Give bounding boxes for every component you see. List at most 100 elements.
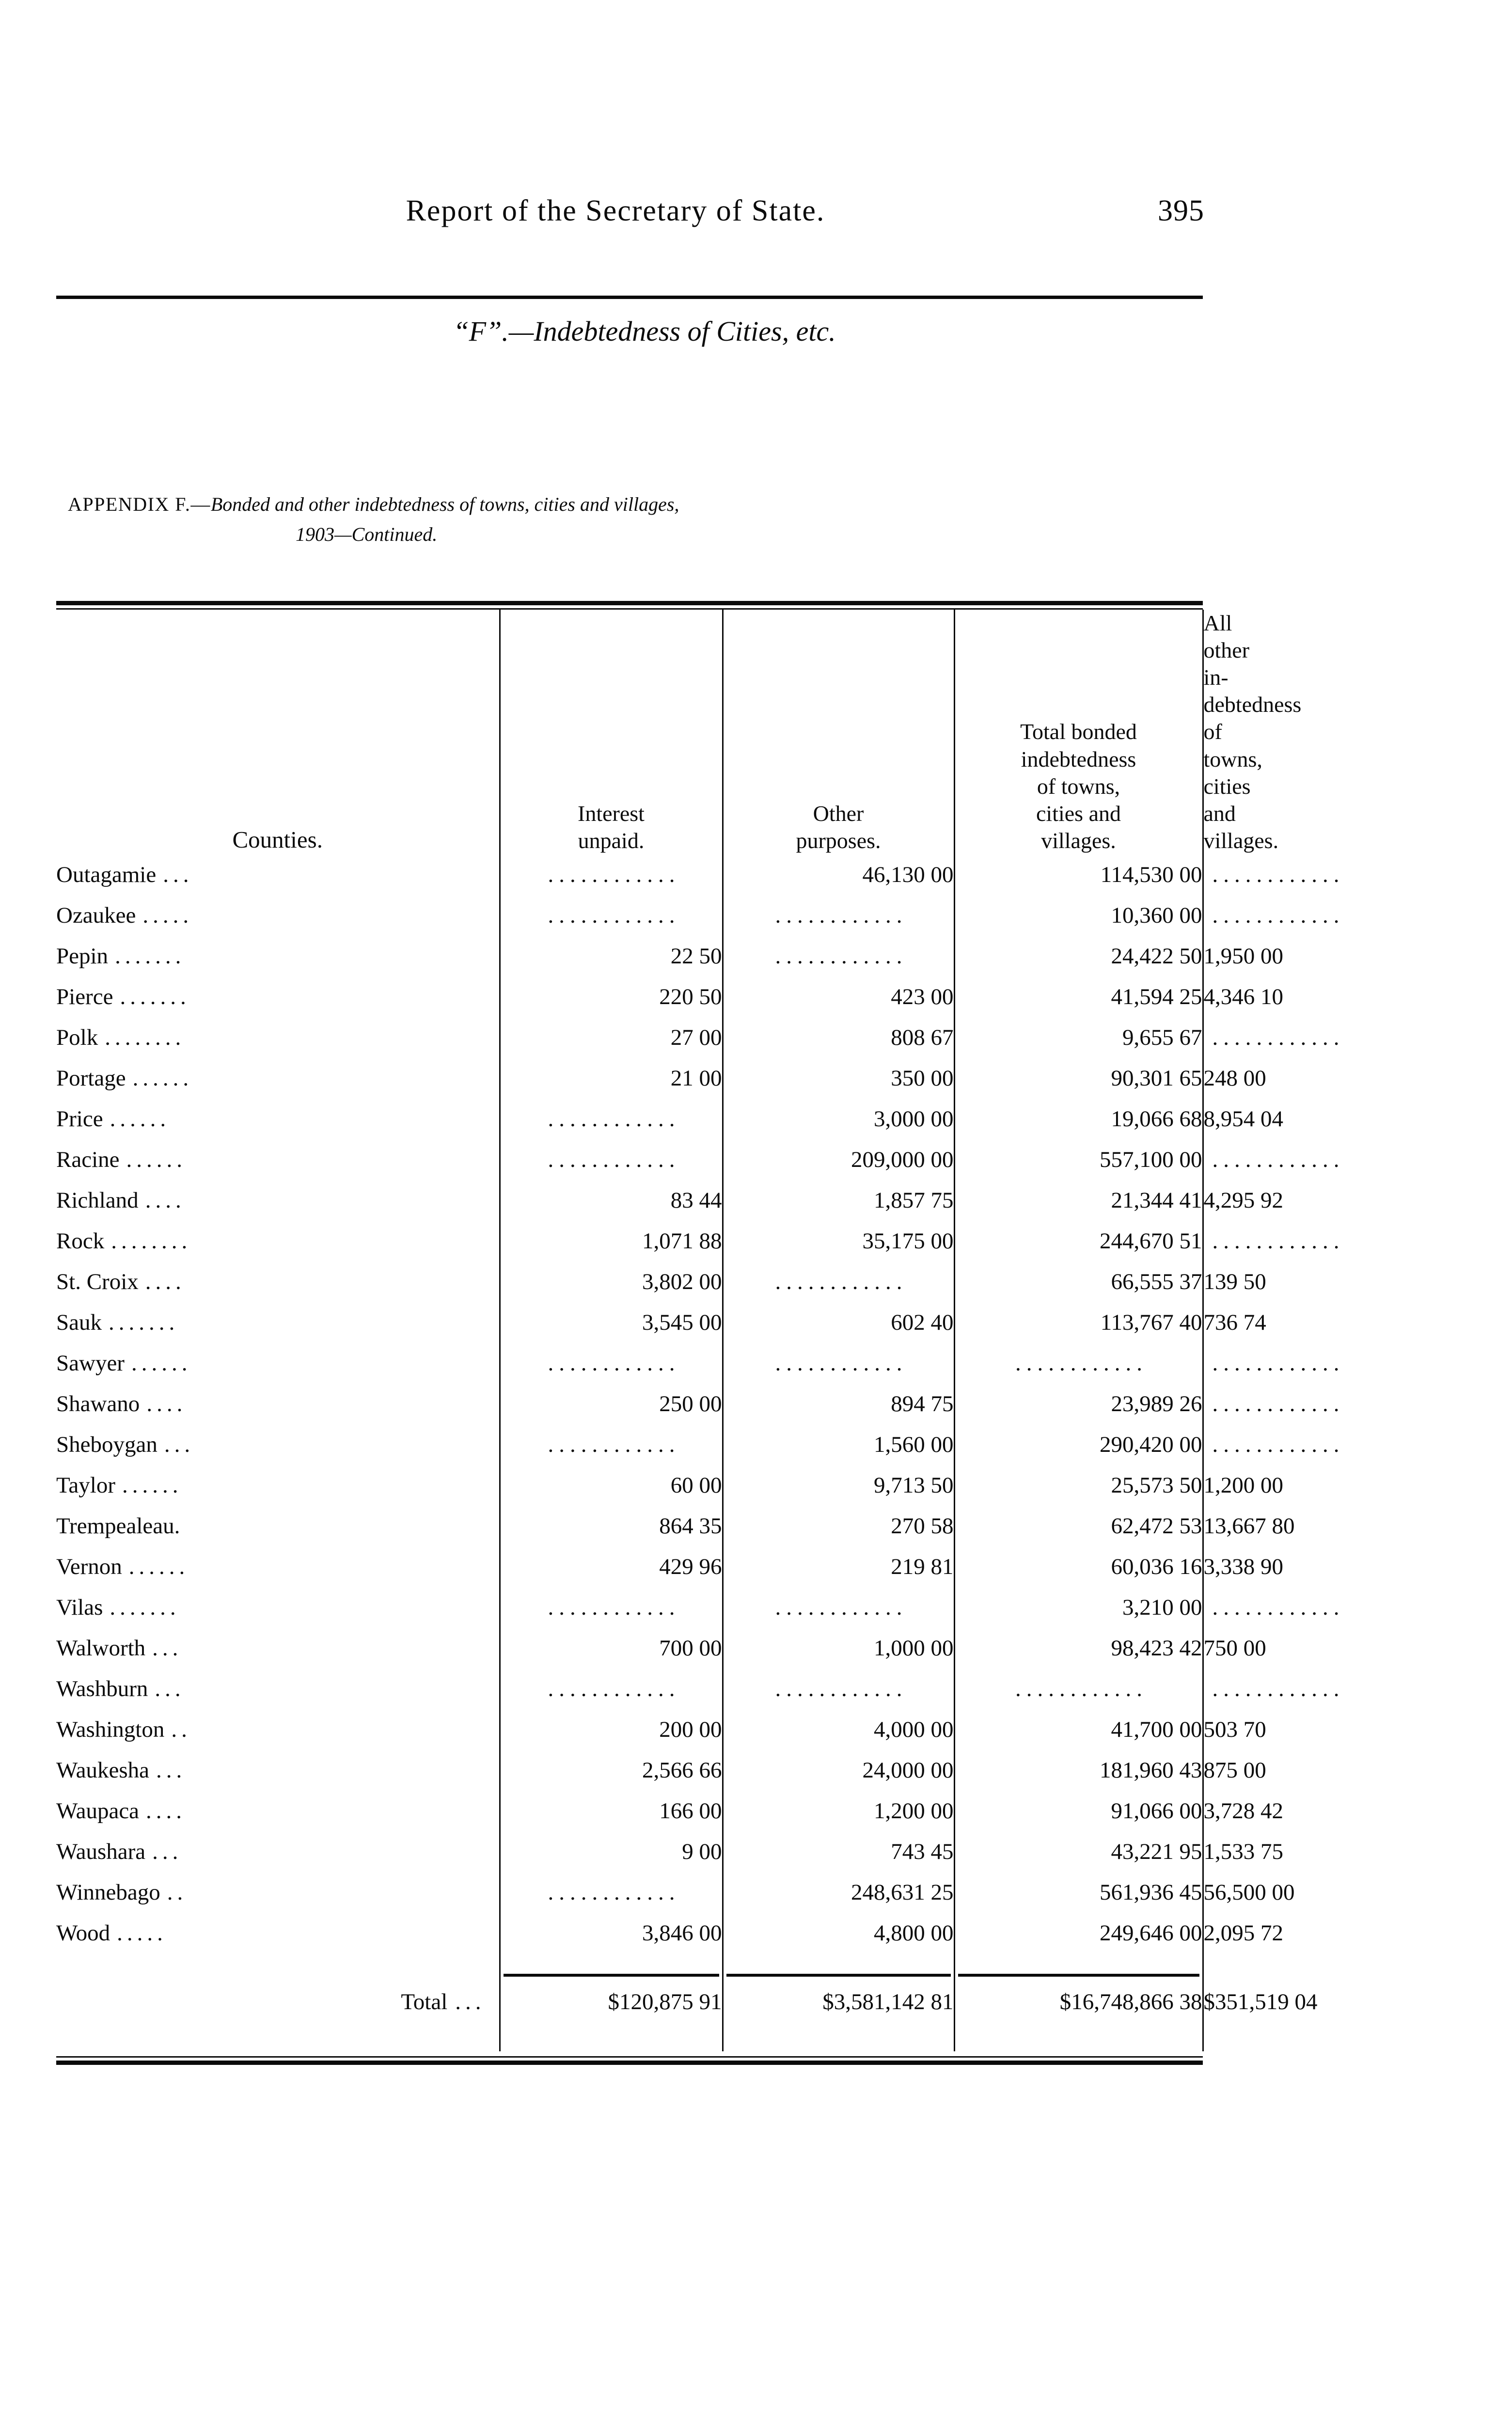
county-label: Pierce: [56, 984, 113, 1009]
table-row: Washburn................................…: [56, 1668, 1345, 1709]
total-interest: $120,875 91: [499, 1976, 723, 2027]
table-row: Taylor...... 60 00 9,713 50 25,573 50 1,200 …: [56, 1464, 1283, 1506]
cell-county-name: Racine......: [56, 1139, 500, 1180]
leader-dots: .....: [142, 902, 193, 928]
cell-blank: ............: [499, 1342, 723, 1384]
table-row: Vernon...... 429 96 219 81 60,036 16 3,338 9…: [56, 1546, 1283, 1587]
cell-county-name: Pepin.......: [56, 936, 500, 976]
leader-dots: ......: [126, 1147, 187, 1172]
table-row: Pepin....... 22 50............ 24,422 50 1,…: [56, 935, 1283, 976]
cell-value: 1,200 00: [722, 1790, 954, 1831]
cell-value: 9,655 67: [953, 1017, 1203, 1058]
table-bottom-padding: [56, 2027, 1203, 2051]
cell-value: 290,420 00: [953, 1424, 1203, 1465]
cell-value: 1,560 00: [722, 1424, 954, 1465]
county-label: Vernon: [56, 1554, 122, 1579]
cell-blank: ............: [499, 854, 723, 895]
leader-dots: ......: [122, 1472, 183, 1498]
leader-dots: ...: [152, 1839, 183, 1864]
leader-dots: .....: [117, 1920, 167, 1946]
header-line: villages.: [1203, 828, 1279, 853]
cell-value: 602 40: [722, 1302, 954, 1343]
cell-county-name: Outagamie...: [56, 854, 500, 895]
leader-dots: ..: [171, 1716, 191, 1742]
total-underline-segment: [499, 1969, 723, 1977]
cell-county-name: Vernon......: [56, 1546, 500, 1587]
leader-dots: .......: [110, 1594, 180, 1620]
cell-blank: ............: [499, 895, 723, 936]
cell-county-name: Rock........: [56, 1221, 500, 1261]
cell-blank: ............: [722, 895, 954, 936]
county-label: St. Croix: [56, 1269, 139, 1294]
header-line: Total bonded: [1020, 719, 1137, 744]
table-bottom-rule-thin: [56, 2056, 1203, 2058]
cell-value: 21 00: [499, 1057, 723, 1099]
leader-dots: .......: [115, 943, 186, 969]
table-row: Portage...... 21 00 350 00 90,301 65 248 00: [56, 1057, 1266, 1099]
cell-county-name: Vilas.......: [56, 1587, 500, 1628]
cell-value: 561,936 45: [953, 1872, 1203, 1913]
cell-value: 700 00: [499, 1627, 723, 1668]
cell-county-name: Shawano....: [56, 1384, 500, 1424]
cell-value: 19,066 68: [953, 1098, 1203, 1139]
table-row: Shawano.... 250 00 894 75 23,989 26........…: [56, 1383, 1345, 1424]
cell-value: 209,000 00: [722, 1139, 954, 1180]
header-line: debtedness: [1203, 692, 1302, 717]
spacer-cell: [722, 1953, 954, 1970]
cell-value: 46,130 00: [722, 854, 954, 895]
leader-dots: ......: [132, 1065, 193, 1091]
leader-dots: ...: [152, 1635, 183, 1661]
cell-county-name: Walworth...: [56, 1628, 500, 1668]
column-header-total-bonded-indebtedness: Total bonded indebtedness of towns, citi…: [953, 610, 1203, 854]
leader-dots: ...: [164, 1432, 195, 1457]
cell-value: 1,071 88: [499, 1220, 723, 1261]
cell-value: 43,221 95: [953, 1831, 1203, 1872]
cell-value: 83 44: [499, 1180, 723, 1221]
county-label: Waupaca: [56, 1798, 140, 1824]
leader-dots: ...: [455, 1989, 486, 2014]
cell-county-name: Sawyer......: [56, 1343, 500, 1384]
leader-dots: ......: [128, 1554, 189, 1579]
header-line: All other in-: [1203, 611, 1250, 690]
table-row: St. Croix.... 3,802 00............ 66,555 …: [56, 1261, 1266, 1302]
cell-value: 3,846 00: [499, 1912, 723, 1953]
county-label: Winnebago: [56, 1879, 160, 1905]
leader-dots: ...: [155, 1676, 185, 1701]
table-row: Sauk....... 3,545 00 602 40 113,767 40 736 7…: [56, 1302, 1266, 1343]
cell-value: 1,857 75: [722, 1180, 954, 1221]
cell-value: 23,989 26: [953, 1383, 1203, 1424]
cell-county-name: Waupaca....: [56, 1791, 500, 1831]
cell-county-name: St. Croix....: [56, 1261, 500, 1302]
table-row: Trempealeau. 864 35 270 58 62,472 53 13,667 …: [56, 1505, 1295, 1546]
cell-value: 41,594 25: [953, 976, 1203, 1017]
column-header-counties: Counties.: [232, 826, 323, 853]
total-underline-segment: [722, 1969, 954, 1977]
total-other: $3,581,142 81: [722, 1976, 954, 2027]
total-underline-segment: [953, 1969, 1203, 1977]
cell-value: 98,423 42: [953, 1627, 1203, 1668]
county-label: Racine: [56, 1147, 120, 1172]
rule: [958, 1973, 1199, 1977]
cell-value: 27 00: [499, 1017, 723, 1058]
rule: [503, 1973, 719, 1977]
cell-county-name: Washington..: [56, 1709, 500, 1750]
padding-cell: [499, 2027, 723, 2051]
cell-county-name: Price......: [56, 1099, 500, 1139]
header-line: purposes.: [796, 828, 881, 853]
county-label: Sheboygan: [56, 1432, 158, 1457]
cell-value: 3,000 00: [722, 1098, 954, 1139]
appendix-year-continued: 1903—Continued.: [296, 523, 438, 545]
table-row: Wood..... 3,846 00 4,800 00 249,646 00 2,095…: [56, 1912, 1283, 1953]
cell-blank: ............: [499, 1668, 723, 1709]
header-line: cities and: [1203, 773, 1251, 826]
cell-blank: ............: [722, 1587, 954, 1628]
appendix-description: Bonded and other indebtedness of towns, …: [210, 493, 679, 515]
cell-value: 25,573 50: [953, 1464, 1203, 1506]
cell-value: 62,472 53: [953, 1505, 1203, 1546]
padding-cell: [722, 2027, 954, 2051]
cell-county-name: Trempealeau.: [56, 1506, 500, 1546]
column-header-other-purposes: Other purposes.: [722, 610, 954, 854]
table-top-rule-thick: [56, 601, 1203, 605]
cell-value: 808 67: [722, 1017, 954, 1058]
cell-value: 10,360 00: [953, 895, 1203, 936]
